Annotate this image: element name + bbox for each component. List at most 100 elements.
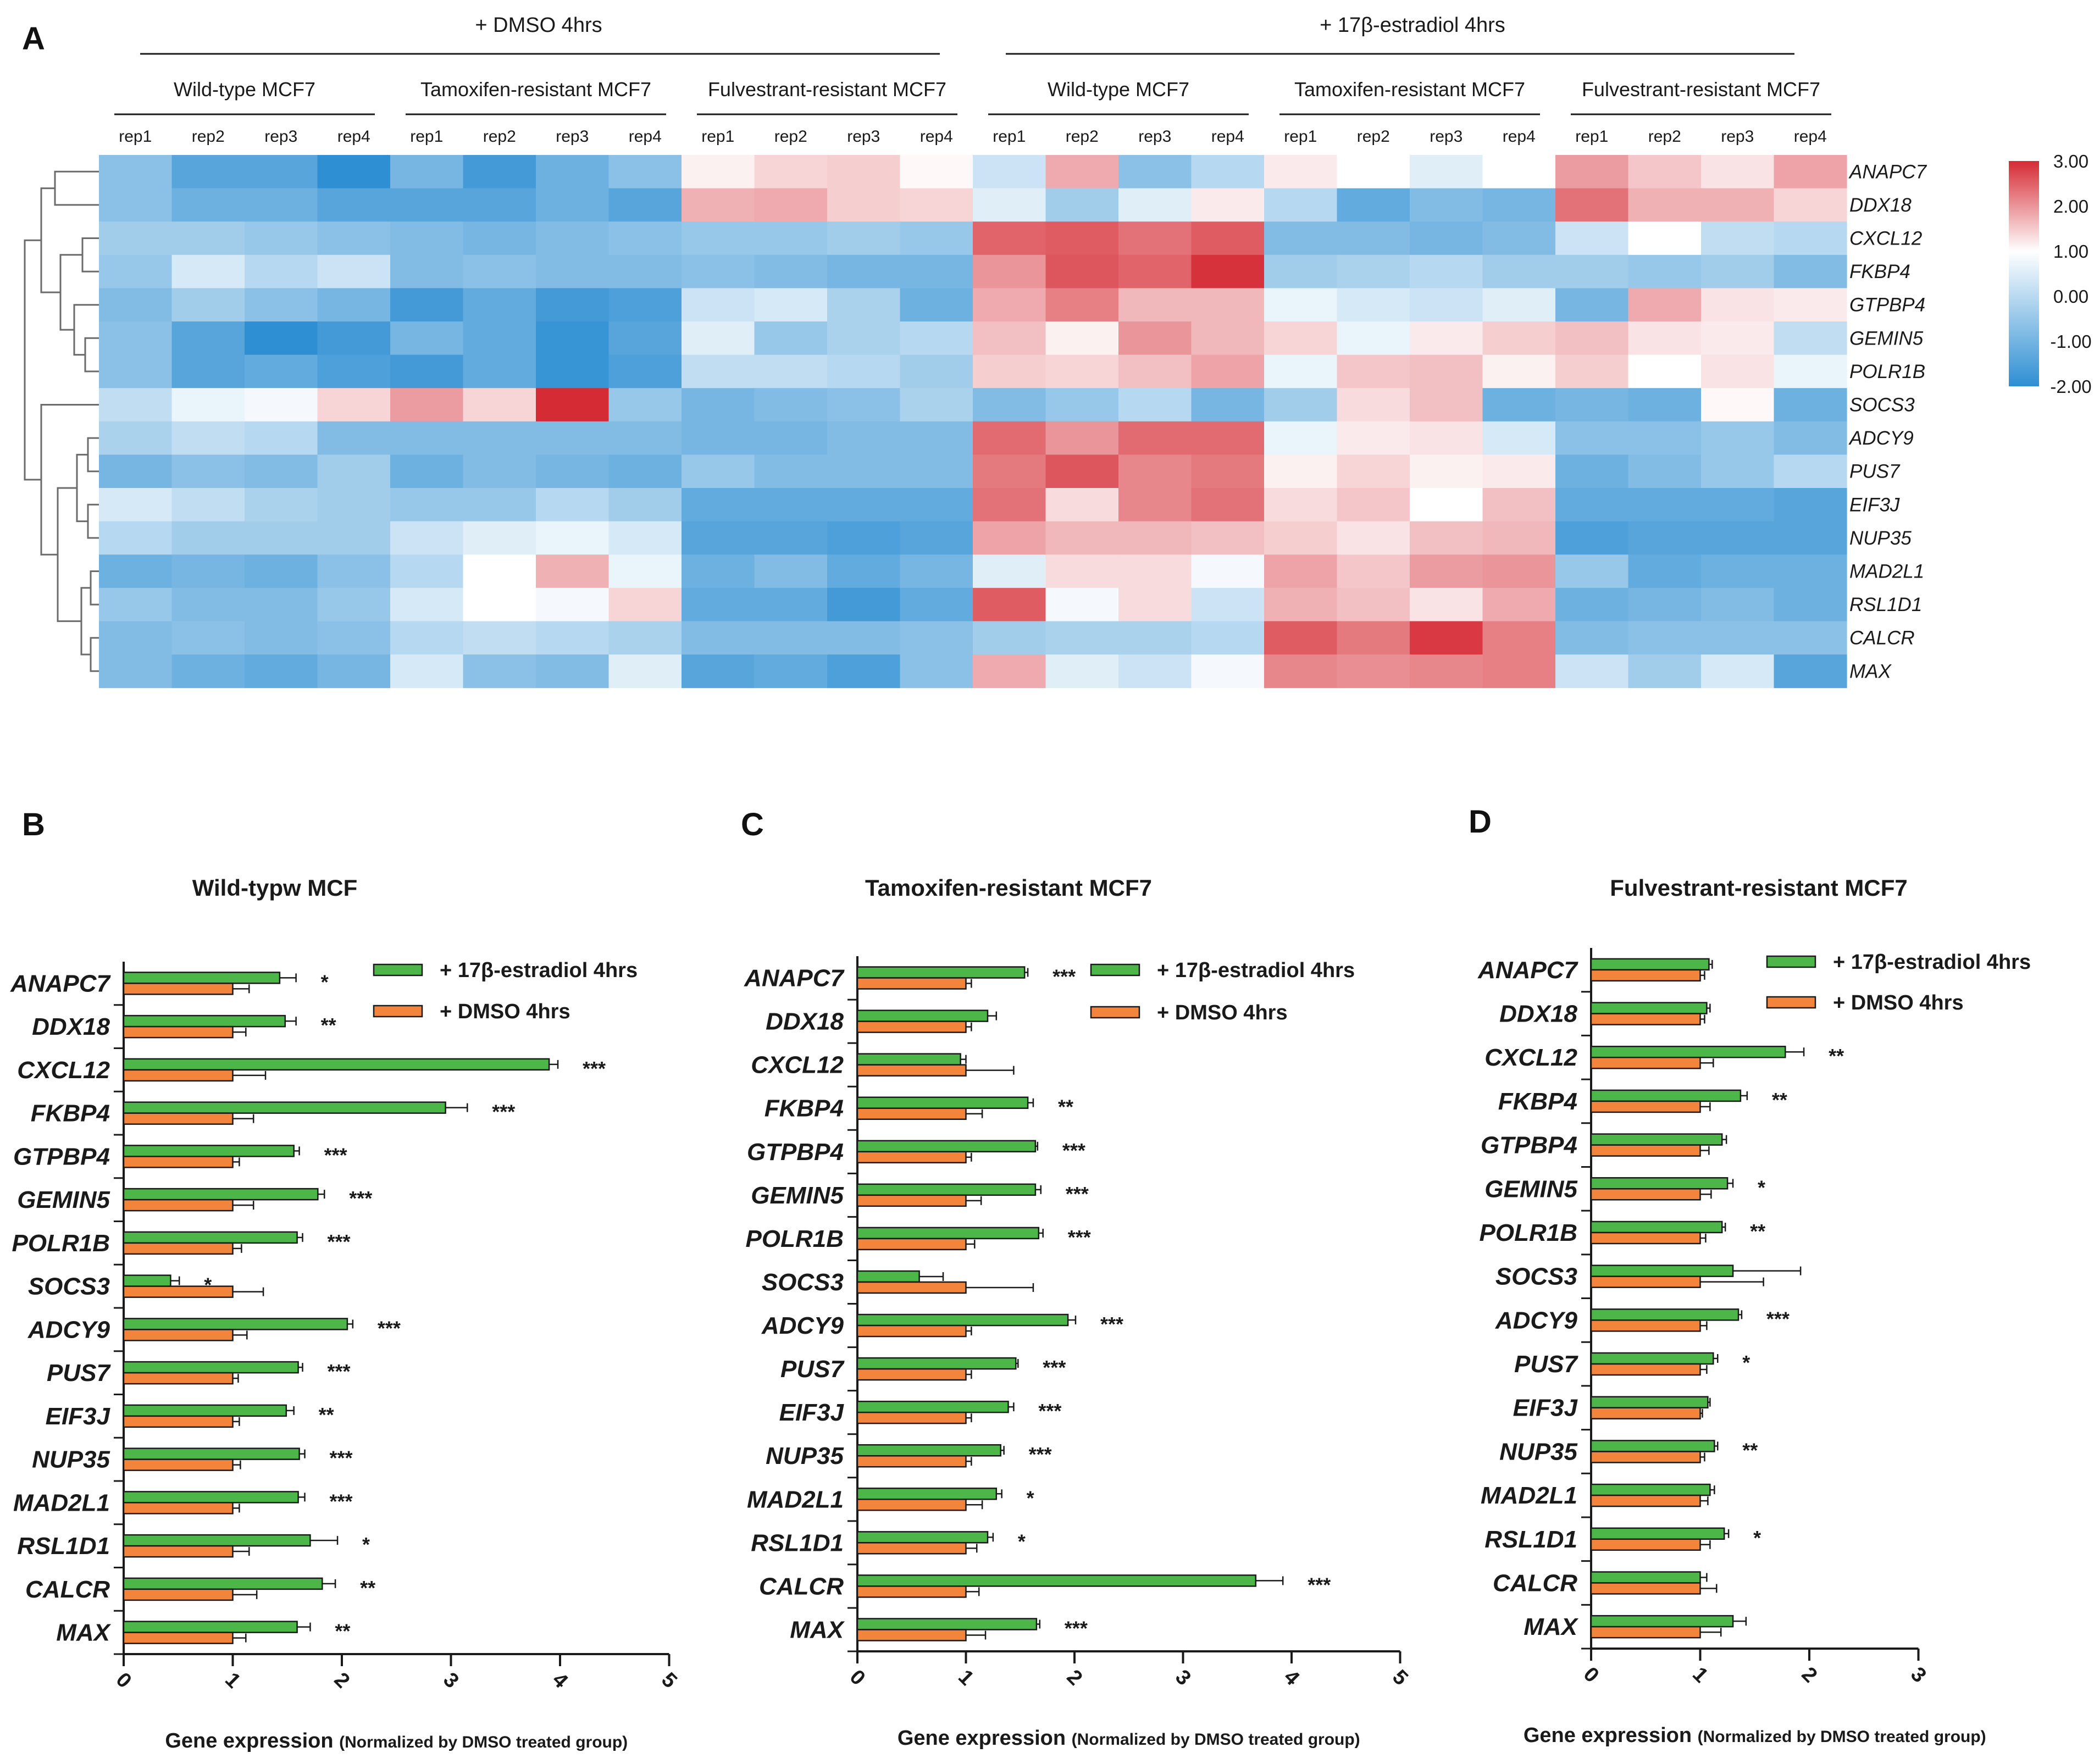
significance-marker: ** bbox=[319, 1404, 334, 1426]
heatmap-cell bbox=[1191, 521, 1265, 555]
estradiol-bar bbox=[856, 1488, 998, 1500]
heatmap-cell bbox=[827, 254, 901, 289]
dmso-bar bbox=[856, 1368, 967, 1381]
heatmap-cell bbox=[1264, 454, 1338, 489]
x-tick-label: 1 bbox=[954, 1666, 978, 1690]
heatmap-cell bbox=[171, 155, 245, 189]
estradiol-bar bbox=[123, 972, 281, 984]
heatmap-cell bbox=[1628, 421, 1702, 455]
heatmap-cell bbox=[171, 554, 245, 589]
dmso-bar bbox=[856, 1499, 967, 1511]
heatmap-cell bbox=[390, 554, 464, 589]
heatmap-cell bbox=[245, 488, 318, 522]
heatmap-cell bbox=[1045, 421, 1119, 455]
category-label: NUP35 bbox=[1499, 1438, 1577, 1465]
significance-marker: *** bbox=[1062, 1139, 1085, 1162]
heatmap-cell bbox=[1482, 621, 1556, 655]
gene-label: MAX bbox=[1849, 661, 1892, 682]
category-label: DDX18 bbox=[32, 1013, 110, 1040]
category-label: CALCR bbox=[1493, 1569, 1577, 1596]
dmso-bar bbox=[856, 1238, 967, 1251]
heatmap-cell bbox=[608, 388, 682, 422]
heatmap-cell bbox=[1410, 454, 1483, 489]
heatmap-cell bbox=[900, 188, 973, 222]
chart-title: Tamoxifen-resistant MCF7 bbox=[865, 875, 1152, 901]
heatmap-cell bbox=[754, 321, 828, 356]
estradiol-bar bbox=[1590, 1089, 1742, 1102]
significance-marker: *** bbox=[1029, 1443, 1052, 1466]
heatmap-cell bbox=[1774, 421, 1847, 455]
significance-marker: *** bbox=[492, 1101, 515, 1123]
category-label: CXCL12 bbox=[751, 1052, 844, 1079]
heatmap-cell bbox=[608, 288, 682, 322]
heatmap-cell bbox=[1482, 587, 1556, 622]
rep-label: rep1 bbox=[1575, 127, 1608, 146]
heatmap-cell bbox=[1191, 354, 1265, 389]
estradiol-bar bbox=[856, 1053, 961, 1066]
heatmap-cell bbox=[390, 421, 464, 455]
heatmap-cell bbox=[1482, 221, 1556, 256]
category-label: RSL1D1 bbox=[751, 1529, 844, 1556]
dmso-bar bbox=[123, 1156, 234, 1168]
rep-label: rep4 bbox=[1211, 127, 1244, 146]
legend-swatch bbox=[373, 1005, 423, 1018]
heatmap-cell bbox=[1191, 654, 1265, 689]
rep-label: rep2 bbox=[774, 127, 807, 146]
heatmap-cell bbox=[171, 587, 245, 622]
treatment-label: + 17β-estradiol 4hrs bbox=[1320, 14, 1505, 37]
heatmap-cell bbox=[390, 155, 464, 189]
heatmap-cell bbox=[171, 188, 245, 222]
category-label: SOCS3 bbox=[762, 1269, 844, 1296]
heatmap-cell bbox=[317, 354, 391, 389]
heatmap-cell bbox=[1191, 488, 1265, 522]
gene-label: ADCY9 bbox=[1848, 428, 1914, 449]
estradiol-bar bbox=[123, 1318, 348, 1330]
estradiol-bar bbox=[1590, 1483, 1711, 1496]
estradiol-bar bbox=[123, 1361, 299, 1374]
heatmap-cell bbox=[608, 221, 682, 256]
estradiol-bar bbox=[1590, 1264, 1734, 1277]
heatmap-cell bbox=[827, 488, 901, 522]
rep-label: rep2 bbox=[192, 127, 225, 146]
heatmap-cell bbox=[1628, 155, 1702, 189]
dmso-bar bbox=[1590, 1319, 1701, 1332]
significance-marker: ** bbox=[321, 1014, 336, 1036]
heatmap-cell bbox=[754, 421, 828, 455]
heatmap-cell bbox=[1410, 654, 1483, 689]
heatmap-cell bbox=[317, 654, 391, 689]
category-label: POLR1B bbox=[12, 1230, 110, 1257]
heatmap-cell bbox=[1191, 188, 1265, 222]
heatmap-cell bbox=[1701, 354, 1775, 389]
heatmap-cell bbox=[1701, 221, 1775, 256]
heatmap-cell bbox=[463, 521, 536, 555]
dmso-bar bbox=[123, 983, 234, 995]
heatmap-cell bbox=[1410, 488, 1483, 522]
x-tick-label: 3 bbox=[1171, 1666, 1195, 1690]
heatmap-cell bbox=[1774, 554, 1847, 589]
estradiol-bar bbox=[123, 1404, 287, 1417]
dendrogram-link bbox=[76, 453, 88, 523]
rep-label: rep2 bbox=[1648, 127, 1681, 146]
category-label: MAX bbox=[56, 1619, 111, 1646]
heatmap-cell bbox=[536, 288, 610, 322]
heatmap-cell bbox=[973, 488, 1046, 522]
category-label: MAD2L1 bbox=[747, 1486, 844, 1513]
heatmap-cell bbox=[1482, 554, 1556, 589]
heatmap-cell bbox=[1555, 221, 1629, 256]
significance-marker: *** bbox=[1068, 1226, 1091, 1249]
heatmap-cell bbox=[1482, 521, 1556, 555]
estradiol-bar bbox=[123, 1447, 300, 1460]
significance-marker: *** bbox=[1066, 1183, 1089, 1205]
heatmap-cell bbox=[1410, 288, 1483, 322]
dmso-bar bbox=[856, 1455, 967, 1468]
heatmap-cell bbox=[1337, 454, 1410, 489]
heatmap-cell bbox=[536, 321, 610, 356]
category-label: FKBP4 bbox=[765, 1095, 844, 1122]
heatmap-cell bbox=[754, 388, 828, 422]
significance-marker: * bbox=[1742, 1351, 1750, 1374]
heatmap-cell bbox=[317, 454, 391, 489]
heatmap-cell bbox=[390, 654, 464, 689]
legend-swatch bbox=[1090, 963, 1140, 977]
heatmap-cell bbox=[245, 554, 318, 589]
heatmap-cell bbox=[1701, 554, 1775, 589]
